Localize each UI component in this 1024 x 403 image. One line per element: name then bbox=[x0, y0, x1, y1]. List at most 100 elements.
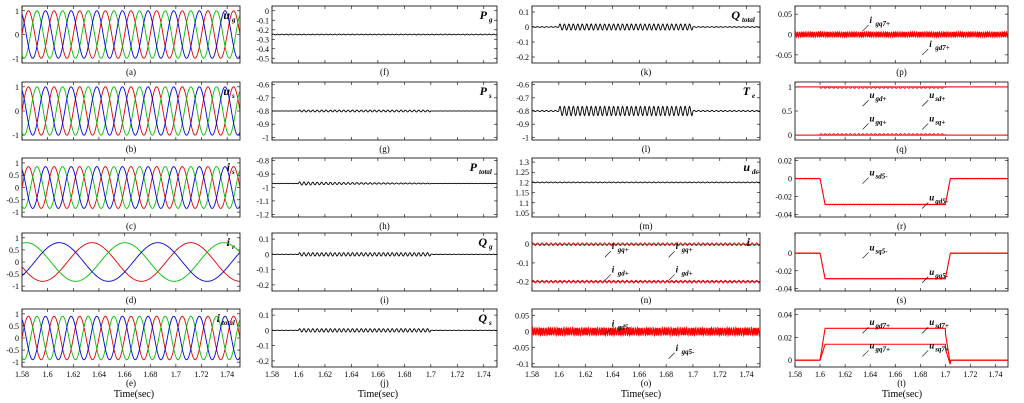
y-tick-label: 1.15 bbox=[515, 189, 529, 198]
annotation-arrow bbox=[921, 276, 929, 283]
plot-frame bbox=[531, 308, 761, 368]
x-axis-label-col3: Time(sec) bbox=[621, 389, 661, 400]
signal-subscript: g bbox=[488, 16, 493, 24]
y-tick-label: -0.8 bbox=[256, 107, 269, 116]
y-tick-label: -0.6 bbox=[256, 81, 269, 90]
signal-subscript: g bbox=[231, 16, 236, 24]
y-tick-label: -0.1 bbox=[516, 259, 529, 268]
y-tick-label: 1 bbox=[15, 159, 19, 168]
phase-a-line bbox=[22, 242, 240, 282]
x-tick-label: 1.74 bbox=[220, 370, 234, 379]
annotation-arrow bbox=[668, 352, 675, 359]
panel-d: 1 0.5 0 -0.5 -1 (d) i r bbox=[6, 232, 241, 305]
x-tick-label: 1.66 bbox=[371, 370, 385, 379]
signal-label: Q bbox=[478, 235, 487, 249]
annotation-label: u bbox=[929, 340, 934, 350]
plot-frame bbox=[794, 232, 1009, 292]
annotation-label: i bbox=[612, 318, 615, 328]
phase-c-line bbox=[22, 166, 240, 209]
y-tick-label: 0.02 bbox=[778, 333, 792, 342]
x-tick-label: 1.62 bbox=[318, 370, 332, 379]
annotation-arrow bbox=[862, 252, 869, 259]
panel-label: (a) bbox=[126, 67, 136, 77]
panel-label: (i) bbox=[380, 295, 389, 305]
y-tick-label: 0 bbox=[265, 7, 269, 16]
annotation-subscript: gq+ bbox=[681, 246, 693, 254]
x-tick-label: 1.58 bbox=[525, 370, 539, 379]
x-tick-label: 1.68 bbox=[143, 370, 157, 379]
x-tick-label: 1.64 bbox=[92, 370, 106, 379]
annotation-arrow bbox=[921, 202, 929, 209]
x-tick-label: 1.6 bbox=[293, 370, 303, 379]
y-tick-label: 1.1 bbox=[519, 199, 529, 208]
panel-label: (o) bbox=[641, 378, 652, 388]
x-tick-label: 1.64 bbox=[863, 370, 877, 379]
plot-frame bbox=[21, 232, 241, 292]
y-tick-label: 1 bbox=[15, 7, 19, 16]
y-tick-label: -1 bbox=[522, 133, 529, 142]
y-tick-label: 0 bbox=[15, 258, 19, 267]
signal-subscript: s bbox=[231, 92, 235, 100]
signal-line bbox=[272, 181, 497, 186]
phase-c-line bbox=[22, 315, 240, 361]
y-tick-label: 0 bbox=[15, 31, 19, 40]
signal-subscript: dc bbox=[752, 168, 759, 176]
x-tick-label: 1.6 bbox=[43, 370, 53, 379]
panel-r: 0.020-0.02-0.04(r)u sd5-u gd5- bbox=[775, 157, 1009, 231]
y-tick-label: -1 bbox=[12, 282, 19, 291]
y-tick-label: -0.2 bbox=[256, 357, 269, 366]
signal-subscript: g bbox=[488, 243, 493, 251]
y-tick-label: -0.05 bbox=[512, 344, 529, 353]
signal-subscript: total bbox=[742, 16, 755, 24]
y-tick-label: 0.1 bbox=[259, 311, 269, 320]
plot-frame bbox=[531, 157, 761, 218]
plot-frame bbox=[271, 308, 498, 368]
panel-o: 0.05 0 -0.05 -0.11.58 1.6 1.62 1.64 1.66 1.68 1.7… bbox=[512, 308, 761, 388]
annotation-subscript: gd+ bbox=[875, 95, 887, 103]
y-tick-label: -1.1 bbox=[256, 197, 269, 206]
signal-line-2 bbox=[532, 327, 760, 336]
plot-frame bbox=[21, 81, 241, 141]
x-tick-label: 1.62 bbox=[838, 370, 852, 379]
y-tick-label: -0.5 bbox=[256, 54, 269, 63]
y-tick-label: 0.04 bbox=[778, 311, 792, 320]
signal-subscript: s bbox=[488, 92, 492, 100]
annotation-label: u bbox=[929, 113, 934, 123]
step-line-1 bbox=[795, 327, 1008, 364]
panel-b: 1 0 -1 (b) u s bbox=[12, 81, 241, 154]
x-tick-label: 1.58 bbox=[15, 370, 29, 379]
y-tick-label: 0.5 bbox=[9, 322, 19, 331]
y-tick-label: -0.2 bbox=[516, 278, 529, 287]
y-tick-label: 0.05 bbox=[515, 311, 529, 320]
y-tick-label: -0.4 bbox=[256, 45, 269, 54]
y-tick-label: -0.9 bbox=[516, 120, 529, 129]
signal-line-1 bbox=[795, 30, 1008, 39]
annotation-arrow bbox=[862, 177, 869, 184]
step-line-2 bbox=[795, 343, 1008, 365]
x-tick-label: 1.6 bbox=[554, 370, 564, 379]
panel-k: 0.1 0 -0.1 -0.2 (k) Q total bbox=[516, 5, 761, 77]
y-tick-label: 1.3 bbox=[519, 158, 529, 167]
signal-line bbox=[272, 109, 497, 113]
annotation-arrow bbox=[921, 48, 929, 56]
annotation-arrow bbox=[862, 327, 869, 334]
annotation-label: i bbox=[676, 343, 679, 353]
y-tick-label: 1 bbox=[15, 83, 19, 92]
x-tick-label: 1.72 bbox=[450, 370, 464, 379]
signal-line bbox=[532, 181, 760, 184]
x-axis-label-col4: Time(sec) bbox=[882, 389, 922, 400]
x-tick-label: 1.66 bbox=[118, 370, 132, 379]
x-tick-label: 1.68 bbox=[913, 370, 927, 379]
step-line-2 bbox=[795, 177, 1008, 206]
x-tick-label: 1.68 bbox=[659, 370, 673, 379]
signal-label: Q bbox=[478, 311, 487, 325]
y-tick-label: -0.2 bbox=[516, 53, 529, 62]
signal-line-2 bbox=[795, 31, 1008, 38]
annotation-subscript: sd+ bbox=[934, 95, 945, 103]
x-axis-label-col1: Time(sec) bbox=[114, 389, 154, 400]
x-tick-label: 1.74 bbox=[988, 370, 1002, 379]
annotation-subscript: sq5- bbox=[875, 247, 889, 255]
y-tick-label: 0 bbox=[525, 328, 529, 337]
annotation-subscript: gq5- bbox=[934, 272, 949, 280]
